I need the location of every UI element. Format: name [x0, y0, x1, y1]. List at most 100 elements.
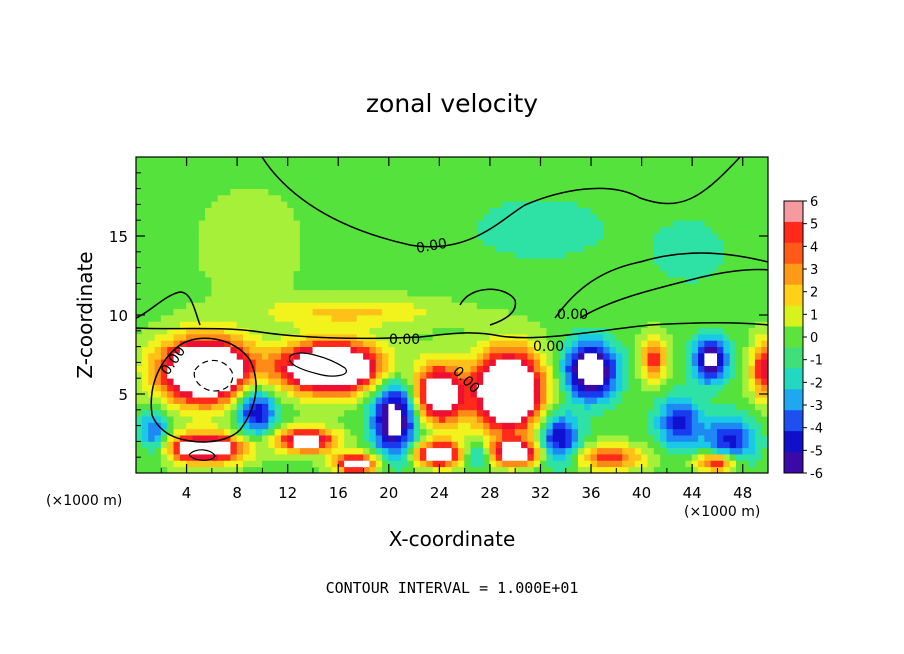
field-cell	[527, 384, 535, 392]
field-cell	[306, 320, 314, 329]
field-cell	[754, 352, 763, 360]
field-cell	[312, 396, 320, 404]
field-cell	[167, 245, 175, 253]
field-cell	[344, 257, 352, 265]
field-cell	[280, 384, 289, 392]
field-cell	[198, 346, 206, 354]
field-cell	[141, 169, 150, 177]
field-cell	[186, 333, 194, 341]
field-cell	[489, 270, 497, 278]
field-cell	[243, 371, 251, 379]
field-cell	[445, 422, 453, 430]
field-cell	[578, 333, 586, 341]
field-cell	[590, 238, 598, 246]
field-cell	[236, 276, 244, 284]
field-cell	[363, 409, 371, 417]
field-cell	[723, 459, 731, 468]
field-cell	[761, 181, 768, 189]
field-cell	[748, 169, 756, 177]
field-cell	[173, 384, 181, 392]
field-cell	[622, 415, 630, 423]
field-cell	[457, 346, 466, 354]
field-cell	[660, 226, 668, 234]
field-cell	[198, 377, 206, 385]
field-cell	[262, 175, 270, 183]
field-cell	[337, 295, 345, 303]
velocity-field	[136, 157, 768, 473]
field-cell	[331, 403, 339, 411]
field-cell	[470, 283, 478, 291]
field-cell	[268, 396, 276, 404]
field-cell	[445, 169, 453, 177]
field-cell	[540, 181, 548, 189]
field-cell	[552, 403, 560, 411]
field-cell	[464, 295, 472, 303]
field-cell	[508, 270, 516, 278]
field-cell	[224, 257, 232, 265]
field-cell	[363, 320, 371, 329]
field-cell	[609, 200, 617, 208]
field-cell	[280, 169, 289, 177]
field-cell	[198, 301, 206, 310]
field-cell	[698, 162, 706, 171]
field-cell	[634, 245, 642, 253]
field-cell	[704, 194, 712, 202]
field-cell	[274, 251, 282, 259]
field-cell	[685, 327, 693, 335]
field-cell	[717, 320, 725, 329]
field-cell	[255, 333, 263, 341]
field-cell	[483, 441, 491, 449]
field-cell	[729, 207, 737, 215]
field-cell	[748, 333, 756, 341]
field-cell	[141, 441, 150, 449]
field-cell	[679, 346, 687, 354]
field-cell	[571, 327, 579, 335]
field-cell	[628, 238, 636, 246]
field-cell	[287, 251, 295, 259]
field-cell	[438, 409, 447, 417]
field-cell	[236, 384, 244, 392]
field-cell	[615, 226, 624, 234]
field-cell	[717, 232, 725, 240]
field-cell	[356, 339, 364, 347]
field-cell	[344, 157, 352, 164]
field-cell	[704, 207, 712, 215]
field-cell	[217, 301, 225, 310]
field-cell	[717, 251, 725, 259]
field-cell	[179, 283, 187, 291]
field-cell	[205, 409, 213, 417]
field-cell	[584, 162, 592, 171]
field-cell	[748, 365, 756, 373]
field-cell	[198, 428, 206, 436]
field-cell	[540, 200, 548, 208]
field-cell	[521, 441, 529, 449]
field-cell	[584, 257, 592, 265]
field-cell	[438, 251, 447, 259]
field-cell	[590, 295, 598, 303]
field-cell	[565, 441, 573, 449]
field-cell	[217, 320, 225, 329]
field-cell	[457, 422, 466, 430]
field-cell	[514, 264, 522, 272]
field-cell	[615, 257, 624, 265]
field-cell	[413, 371, 421, 379]
field-cell	[596, 162, 605, 171]
field-cell	[540, 346, 548, 354]
field-cell	[559, 289, 567, 297]
field-cell	[483, 245, 491, 253]
field-cell	[274, 169, 282, 177]
field-cell	[660, 194, 668, 202]
field-cell	[521, 339, 529, 347]
field-cell	[603, 428, 611, 436]
field-cell	[420, 157, 428, 164]
field-cell	[179, 434, 187, 442]
field-cell	[622, 270, 630, 278]
field-cell	[388, 327, 396, 335]
field-cell	[723, 415, 731, 423]
field-cell	[571, 194, 579, 202]
field-cell	[660, 245, 668, 253]
field-cell	[729, 232, 737, 240]
field-cell	[615, 384, 624, 392]
field-cell	[230, 358, 238, 366]
field-cell	[615, 207, 624, 215]
